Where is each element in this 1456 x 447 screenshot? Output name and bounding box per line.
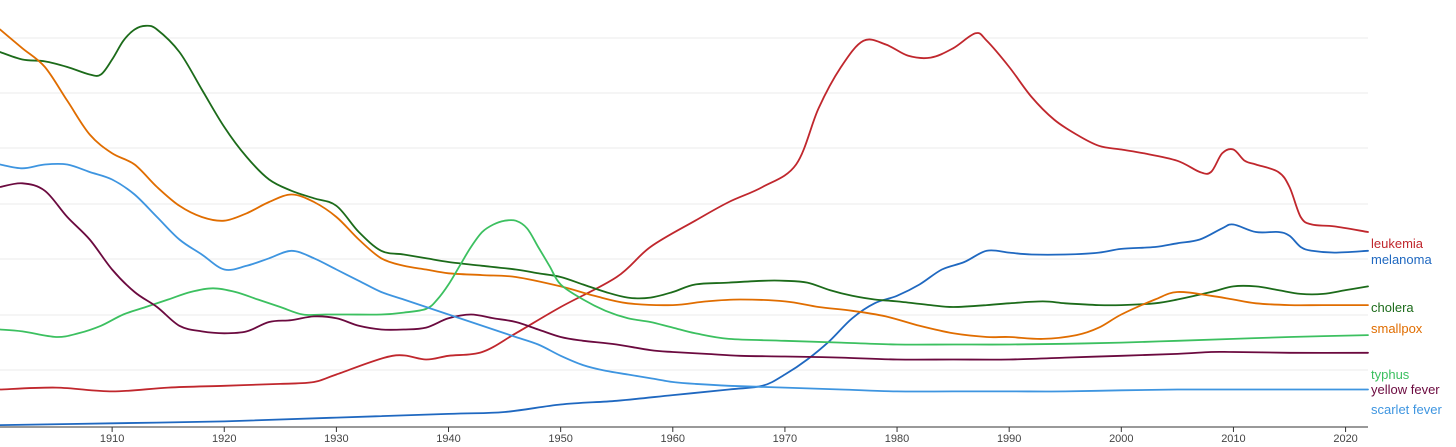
series-label-melanoma: melanoma — [1371, 252, 1432, 267]
series-line-melanoma — [0, 223, 1369, 426]
x-axis-ticks: 1910 1920 1930 1940 1950 1960 1970 1980 1990 2000… — [100, 427, 1358, 445]
series-lines — [0, 24, 1369, 426]
series-line-leukemia — [0, 32, 1369, 393]
x-tick-label: 1940 — [436, 433, 460, 445]
series-line-smallpox — [0, 28, 1369, 340]
x-tick-label: 1990 — [997, 433, 1021, 445]
x-tick-label: 1930 — [324, 433, 348, 445]
series-label-typhus: typhus — [1371, 367, 1410, 382]
series-label-scarlet-fever: scarlet fever — [1371, 402, 1442, 417]
series-label-leukemia: leukemia — [1371, 236, 1424, 251]
x-tick-label: 1950 — [548, 433, 572, 445]
x-tick-label: 1970 — [773, 433, 797, 445]
gridlines — [0, 37, 1368, 371]
x-tick-label: 1960 — [661, 433, 685, 445]
x-tick-label: 1980 — [885, 433, 909, 445]
series-line-cholera — [0, 24, 1369, 308]
series-line-yellow-fever — [0, 182, 1369, 361]
series-line-scarlet-fever — [0, 162, 1369, 393]
x-tick-label: 1920 — [212, 433, 236, 445]
x-tick-label: 2020 — [1333, 433, 1357, 445]
series-line-typhus — [0, 219, 1369, 346]
series-label-cholera: cholera — [1371, 300, 1414, 315]
x-tick-label: 1910 — [100, 433, 124, 445]
x-tick-label: 2000 — [1109, 433, 1133, 445]
series-label-smallpox: smallpox — [1371, 321, 1423, 336]
series-label-yellow-fever: yellow fever — [1371, 382, 1440, 397]
x-tick-label: 2010 — [1221, 433, 1245, 445]
